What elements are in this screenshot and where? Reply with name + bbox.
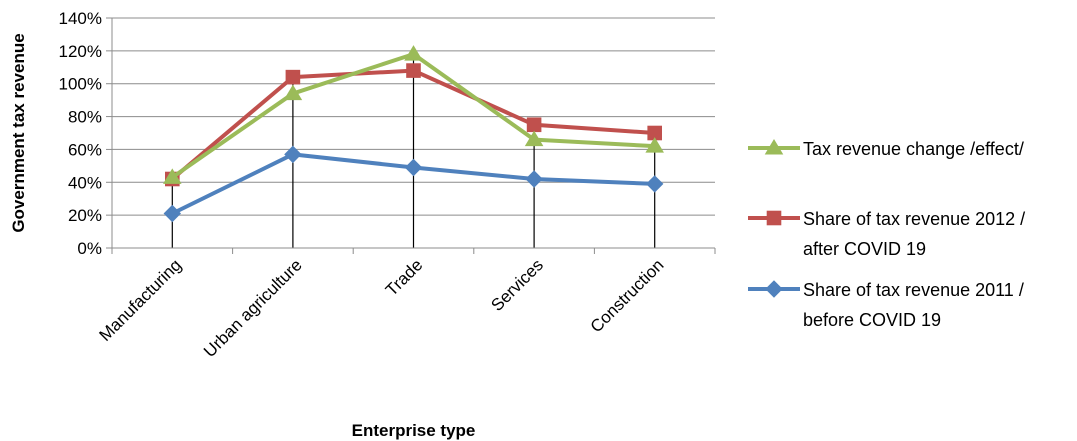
- x-tick-label: Services: [487, 255, 547, 315]
- triangle-marker: [645, 137, 664, 153]
- x-tick-labels: Manufacturing Urban agriculture Trade Servi…: [96, 255, 668, 361]
- legend-label: Tax revenue change /effect/: [803, 139, 1024, 159]
- diamond-marker: [645, 175, 664, 193]
- diamond-marker: [404, 158, 423, 177]
- y-tick-label: 40%: [68, 173, 102, 192]
- diamond-marker: [765, 280, 783, 298]
- y-tick-labels: 0% 20% 40% 60% 80% 100% 120% 140%: [59, 9, 102, 258]
- diamond-marker: [163, 204, 182, 223]
- triangle-marker: [404, 45, 423, 61]
- legend-label: Share of tax revenue 2011 /: [803, 280, 1024, 300]
- x-tick-label: Construction: [587, 255, 668, 336]
- triangle-marker: [764, 139, 784, 155]
- y-tick-label: 80%: [68, 108, 102, 127]
- y-axis-title: Government tax revenue: [9, 33, 28, 232]
- x-tick-label: Trade: [382, 255, 426, 299]
- y-tick-label: 60%: [68, 140, 102, 159]
- y-tick-label: 20%: [68, 206, 102, 225]
- axes: [111, 18, 716, 254]
- legend-label: before COVID 19: [803, 310, 941, 330]
- series-group: [163, 45, 664, 223]
- x-axis-title: Enterprise type: [352, 421, 476, 440]
- y-tick-label: 140%: [59, 9, 102, 28]
- x-tick-label: Manufacturing: [96, 255, 186, 345]
- diamond-marker: [525, 170, 543, 188]
- square-marker: [285, 69, 301, 85]
- triangle-marker: [163, 168, 182, 184]
- square-marker: [526, 117, 542, 133]
- y-tick-label: 0%: [77, 239, 102, 258]
- x-tick-label: Urban agriculture: [200, 255, 306, 361]
- legend-label: Share of tax revenue 2012 /: [803, 209, 1025, 229]
- legend: Tax revenue change /effect/Share of tax …: [748, 139, 1025, 330]
- diamond-marker: [284, 145, 302, 164]
- triangle-marker: [283, 84, 303, 101]
- triangle-marker: [524, 130, 544, 147]
- legend-label: after COVID 19: [803, 239, 926, 259]
- y-tick-label: 100%: [59, 75, 102, 94]
- square-marker: [766, 210, 782, 226]
- square-marker: [406, 63, 421, 78]
- y-tick-label: 120%: [59, 42, 102, 61]
